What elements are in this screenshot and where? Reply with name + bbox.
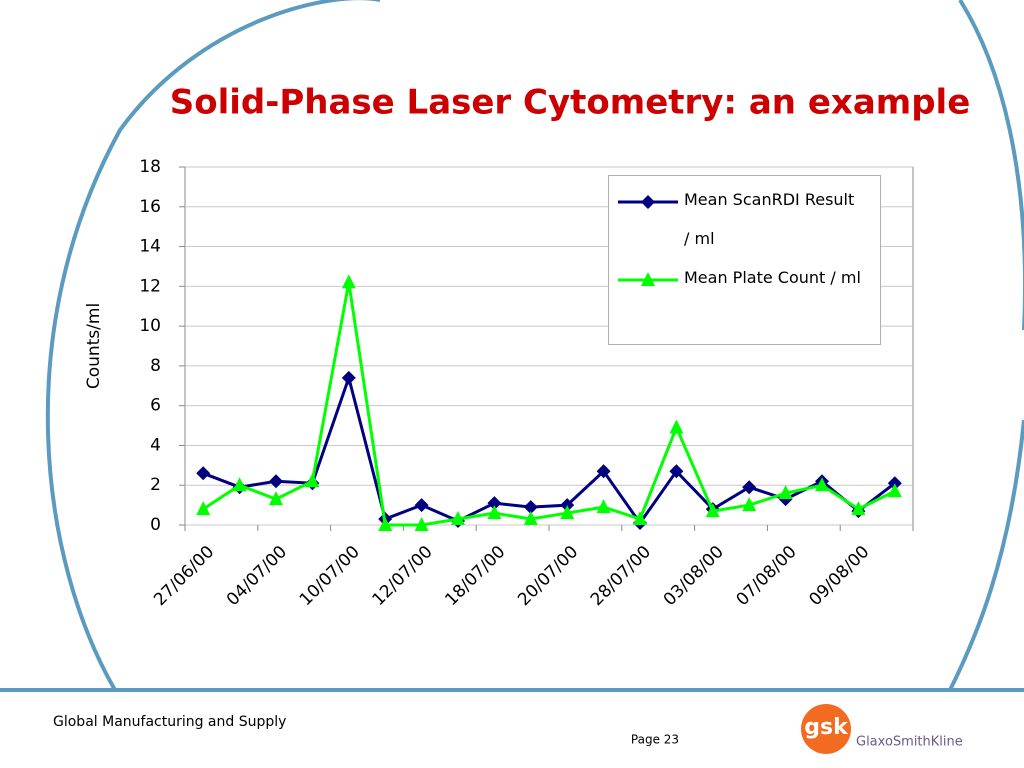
- marker: [560, 505, 575, 520]
- y-tick-label: 12: [139, 276, 161, 296]
- logo-circle: [801, 704, 851, 754]
- y-tick-label: 6: [150, 396, 161, 416]
- decor-curve: [45, 0, 380, 691]
- x-tick-label: 20/07/00: [514, 542, 582, 610]
- y-tick-label: 2: [150, 475, 161, 495]
- y-tick-label: 18: [139, 157, 161, 177]
- marker: [196, 501, 211, 516]
- legend-label: Mean Plate Count / ml: [684, 268, 861, 287]
- decor-curve: [948, 419, 1024, 691]
- legend-symbol: [618, 195, 678, 209]
- marker: [815, 477, 829, 492]
- company-name: GlaxoSmithKline: [856, 735, 963, 750]
- marker: [523, 500, 538, 515]
- marker: [414, 498, 429, 513]
- marker: [487, 496, 502, 511]
- footer-left: Global Manufacturing and Supply: [53, 714, 286, 730]
- x-tick-label: 09/08/00: [805, 542, 873, 610]
- marker: [669, 464, 684, 479]
- x-tick-label: 18/07/00: [441, 542, 509, 610]
- legend: Mean ScanRDI Result / ml Mean Plate Count…: [608, 175, 881, 345]
- x-tick-label: 28/07/00: [587, 542, 655, 610]
- x-tick-label: 04/07/00: [223, 542, 291, 610]
- marker: [596, 499, 611, 514]
- y-tick-label: 14: [139, 237, 161, 257]
- marker: [451, 511, 465, 526]
- marker: [641, 272, 655, 286]
- marker: [742, 480, 757, 495]
- x-tick-label: 03/08/00: [660, 542, 728, 610]
- marker: [269, 491, 283, 506]
- series-line: [202, 372, 896, 526]
- y-tick-label: 16: [139, 197, 161, 217]
- marker: [641, 195, 655, 209]
- legend-label: Mean ScanRDI Result / ml: [684, 190, 855, 248]
- marker: [269, 474, 283, 489]
- marker: [742, 497, 757, 512]
- marker: [669, 419, 684, 434]
- marker: [487, 505, 502, 520]
- marker: [523, 511, 538, 526]
- marker: [887, 483, 902, 498]
- marker: [633, 511, 647, 526]
- marker: [196, 466, 211, 481]
- logo-text: gsk: [804, 715, 849, 740]
- y-tick-label: 0: [150, 515, 161, 535]
- marker: [778, 485, 793, 500]
- series-line: [202, 282, 896, 527]
- x-tick-label: 27/06/00: [150, 542, 218, 610]
- marker: [378, 517, 393, 531]
- marker: [305, 473, 320, 488]
- marker: [596, 464, 611, 479]
- x-tick-label: 12/07/00: [369, 542, 437, 610]
- y-tick-label: 4: [150, 435, 161, 455]
- marker: [341, 274, 356, 289]
- marker: [414, 517, 429, 531]
- marker: [341, 370, 356, 385]
- marker: [232, 477, 247, 492]
- marker: [705, 503, 720, 518]
- x-tick-label: 10/07/00: [296, 542, 364, 610]
- marker: [851, 501, 866, 516]
- y-tick-label: 8: [150, 356, 161, 376]
- y-axis-label: Counts/ml: [84, 303, 104, 389]
- legend-symbol: [618, 272, 678, 286]
- page-number: Page 23: [631, 733, 679, 747]
- chart-title: Solid-Phase Laser Cytometry: an example: [170, 83, 971, 123]
- y-tick-label: 10: [139, 316, 161, 336]
- x-tick-label: 07/08/00: [733, 542, 801, 610]
- decor-curve: [958, 0, 1024, 330]
